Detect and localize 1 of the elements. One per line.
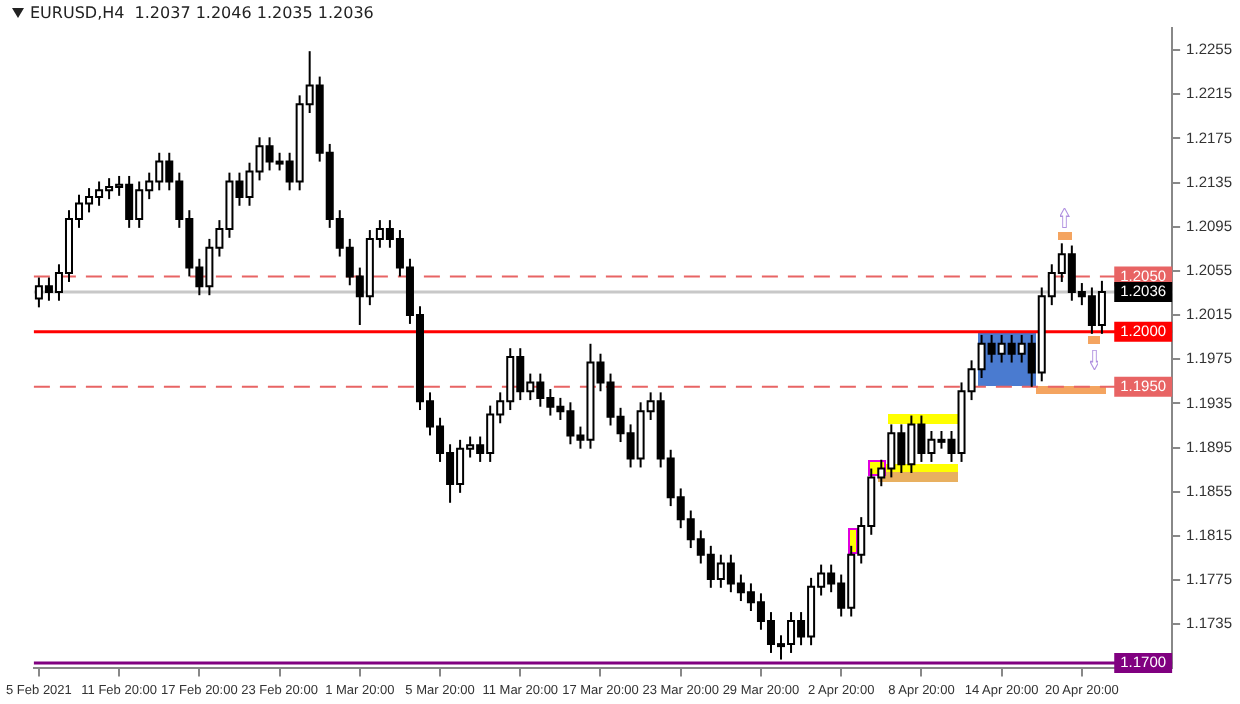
chart-title: EURUSD,H4 1.2037 1.2046 1.2035 1.2036 xyxy=(30,4,374,22)
